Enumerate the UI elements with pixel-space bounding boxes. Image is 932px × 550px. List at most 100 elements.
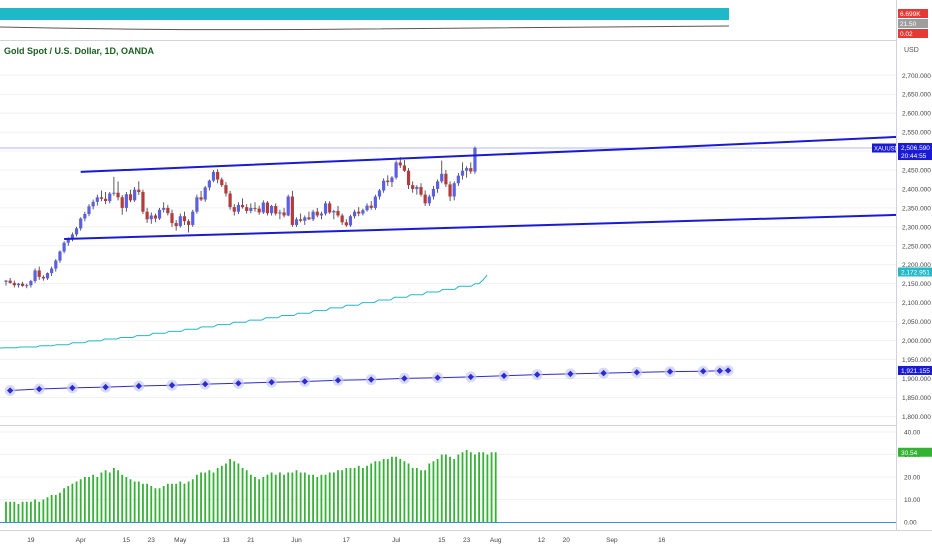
candle-body	[162, 207, 166, 210]
volume-bar	[411, 468, 414, 522]
candle-body	[108, 193, 112, 202]
candle-body	[112, 192, 116, 194]
candle-body	[348, 216, 353, 226]
candle	[25, 283, 29, 289]
volume-bar	[308, 474, 310, 522]
candle	[236, 202, 240, 214]
time-tick-label: Apr	[76, 537, 87, 544]
volume-bar	[316, 477, 319, 522]
trend-channel[interactable]	[64, 134, 920, 240]
ma-badge-bg	[898, 267, 932, 277]
volume-bar	[478, 452, 480, 522]
volume-bar	[312, 474, 314, 522]
volume-bar	[187, 481, 190, 522]
volume-bar	[428, 463, 431, 522]
candle	[303, 215, 307, 225]
diamond-marker	[168, 382, 176, 389]
volume-bar	[241, 468, 244, 522]
volume-bar	[482, 452, 485, 522]
candle	[87, 204, 91, 217]
volume-bar	[137, 481, 140, 522]
candle	[157, 207, 162, 221]
candle	[99, 190, 104, 202]
candle	[33, 268, 37, 283]
candle	[149, 212, 153, 224]
price-tick-label: 2,000.000	[902, 338, 931, 345]
price-grid	[0, 74, 896, 417]
candle-body	[303, 217, 307, 221]
candle-body	[390, 177, 394, 183]
price-tick-label: 2,300.000	[902, 224, 931, 231]
diamond-marker	[567, 370, 574, 378]
candle	[182, 211, 187, 225]
candle-body	[357, 211, 361, 214]
candle	[191, 209, 195, 227]
volume-bar	[46, 497, 49, 522]
candle	[207, 179, 211, 191]
volume-bar	[175, 483, 178, 522]
candle-body	[182, 216, 187, 222]
candle-body	[386, 180, 390, 183]
volume-bar	[332, 472, 335, 522]
volume-bar	[146, 483, 148, 522]
volume-bar	[262, 477, 265, 522]
candle	[431, 185, 436, 200]
candle	[128, 189, 133, 203]
candle-body	[473, 148, 477, 172]
volume-bar	[88, 477, 90, 522]
volume-bar	[378, 461, 381, 522]
candle	[16, 282, 21, 288]
diamond-marker	[534, 371, 541, 378]
channel-upper-line[interactable]	[80, 134, 920, 173]
top-indicator-badge-text: 21.50	[900, 21, 917, 28]
volume-bar	[13, 501, 16, 522]
volume-bar	[469, 452, 472, 522]
volume-bar	[386, 459, 389, 522]
candle-body	[133, 189, 137, 201]
candle-body	[170, 213, 174, 224]
candle-body	[104, 198, 108, 202]
candle	[261, 200, 265, 214]
candle-body	[224, 185, 228, 194]
candle-body	[444, 173, 448, 185]
candle	[377, 188, 382, 200]
candle	[232, 204, 236, 216]
diamond-marker	[235, 380, 242, 387]
candle-body	[211, 171, 216, 181]
volume-bar	[237, 463, 240, 522]
candle-body	[70, 234, 74, 239]
volume-bar	[150, 486, 153, 522]
candle-body	[406, 170, 411, 186]
time-axis[interactable]: 19 Apr 15 23 May 13 21 Jun 17 Jul 15 23 Aug 12 20 Sep 16	[0, 530, 932, 550]
volume-bar	[357, 465, 360, 522]
diamond-path	[10, 370, 729, 391]
candle-body	[33, 270, 37, 282]
volume-tick-label: 40.00	[904, 430, 921, 437]
time-tick-label: 23	[463, 537, 471, 544]
candle-body	[145, 211, 149, 220]
candle	[178, 213, 182, 228]
volume-bar	[79, 479, 82, 522]
volume-bar	[204, 472, 207, 522]
volume-bar	[266, 474, 269, 522]
candle-body	[220, 179, 224, 186]
candle	[427, 194, 431, 206]
price-tick-labels: 1,800.000 1,850.000 1,900.000 1,950.000 2,00…	[902, 73, 931, 421]
volume-bar	[486, 454, 489, 522]
volume-bar	[154, 488, 157, 522]
candle	[257, 205, 261, 215]
time-tick-label: Aug	[490, 537, 502, 544]
candle	[29, 279, 33, 288]
volume-bar	[200, 472, 202, 522]
candle	[153, 213, 157, 223]
volume-bar	[303, 472, 306, 522]
currency-label: USD	[904, 47, 919, 54]
volume-bar	[50, 495, 53, 522]
candle-body	[253, 207, 257, 209]
channel-lower-line[interactable]	[64, 213, 920, 240]
candle-body	[91, 201, 95, 207]
candle	[361, 208, 365, 216]
candle	[4, 279, 8, 286]
diamond-marker	[36, 385, 43, 393]
